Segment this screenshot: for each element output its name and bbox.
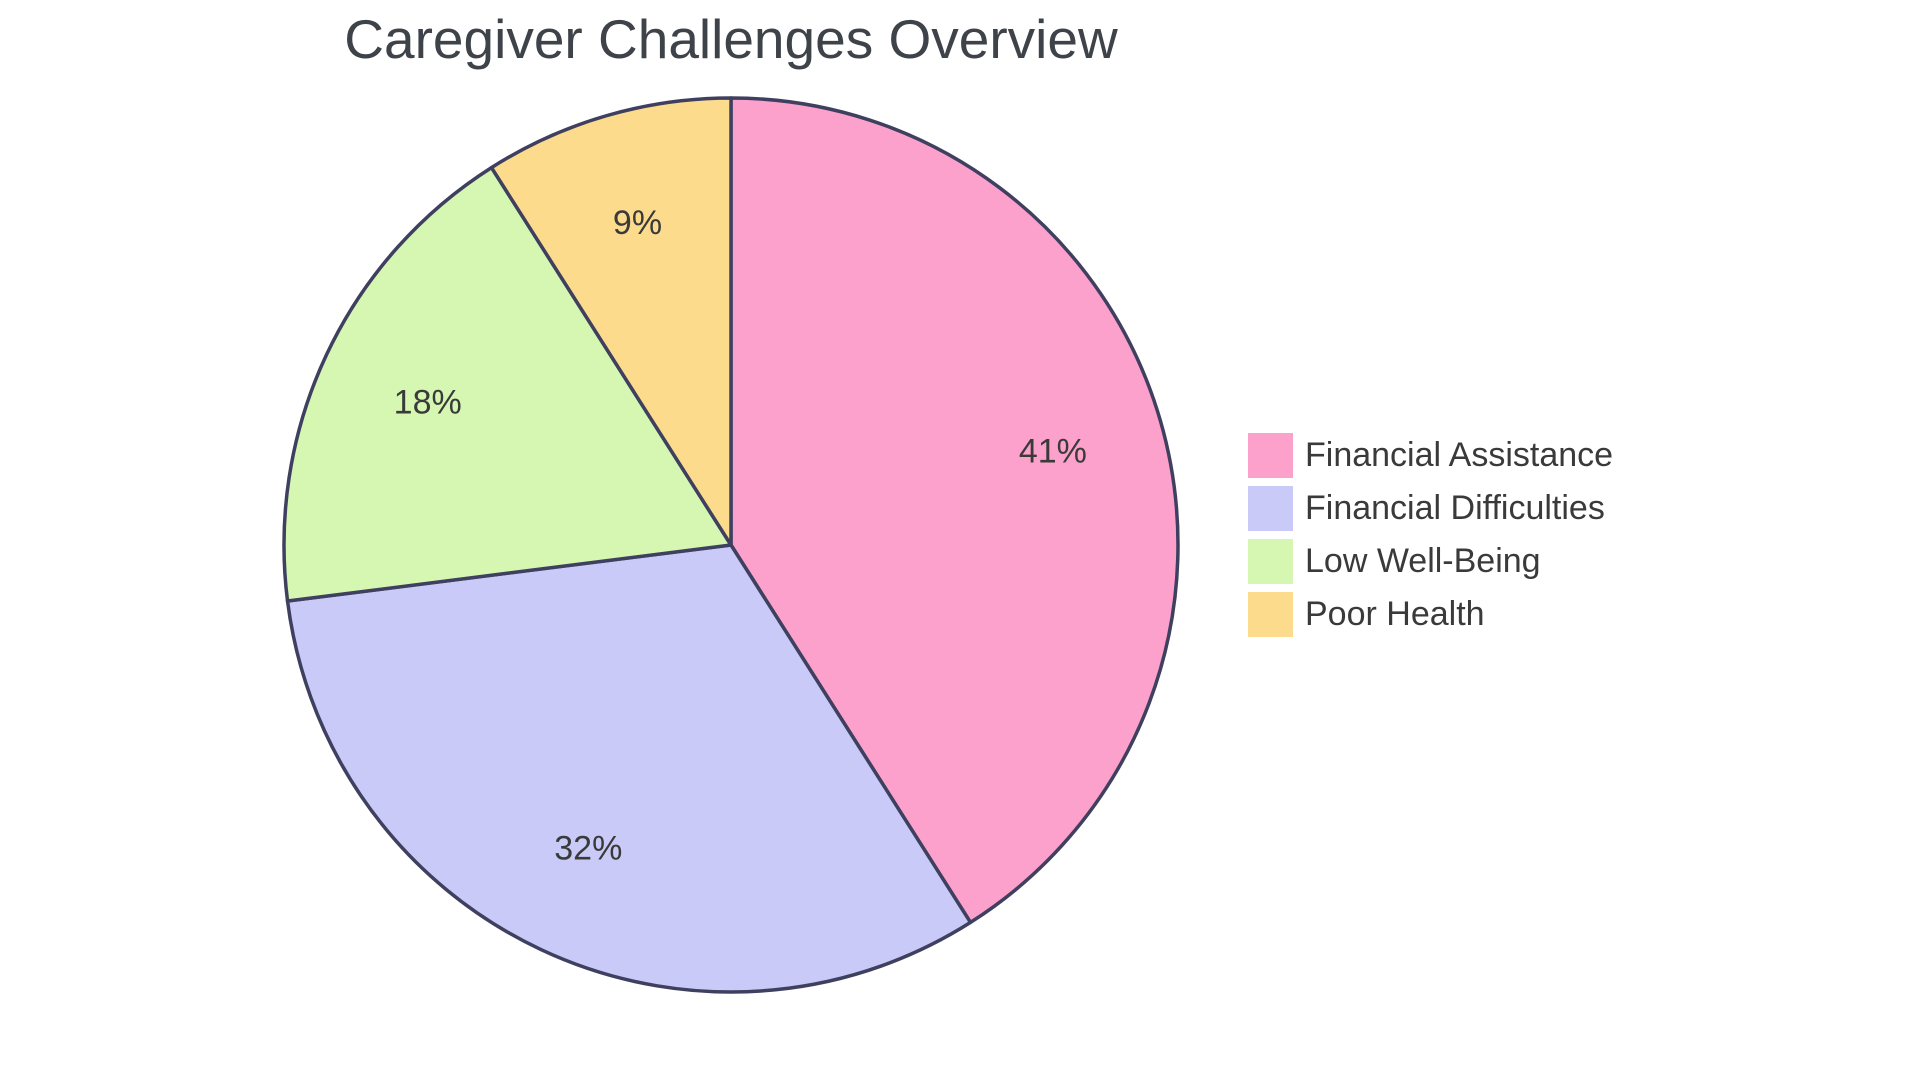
legend-swatch-financial-difficulties [1248,486,1293,531]
chart-title: Caregiver Challenges Overview [344,8,1118,70]
legend-label: Poor Health [1305,595,1485,633]
legend-swatch-financial-assistance [1248,433,1293,478]
legend-item-low-well-being: Low Well-Being [1248,539,1613,584]
legend-item-financial-assistance: Financial Assistance [1248,433,1613,478]
pie-slice-poor-health [489,96,733,547]
pie-slice-financial-difficulties [285,543,973,994]
legend-item-financial-difficulties: Financial Difficulties [1248,486,1613,531]
legend-label: Low Well-Being [1305,542,1541,580]
chart-legend: Financial Assistance Financial Difficulti… [1248,433,1613,637]
pie-slice-low-well-being [282,165,733,603]
legend-swatch-poor-health [1248,592,1293,637]
pie-percent-labels: 41% 32% 18% 9% [394,204,1087,867]
legend-label: Financial Assistance [1305,436,1614,474]
pct-label-financial-difficulties: 32% [554,829,622,867]
legend-item-poor-health: Poor Health [1248,592,1613,637]
pct-label-financial-assistance: 41% [1019,433,1087,471]
pct-label-low-well-being: 18% [394,383,462,421]
legend-label: Financial Difficulties [1305,489,1605,527]
pct-label-poor-health: 9% [613,204,662,242]
legend-swatch-low-well-being [1248,539,1293,584]
pie-chart [282,96,1180,994]
pie-slice-financial-assistance [729,96,1180,925]
